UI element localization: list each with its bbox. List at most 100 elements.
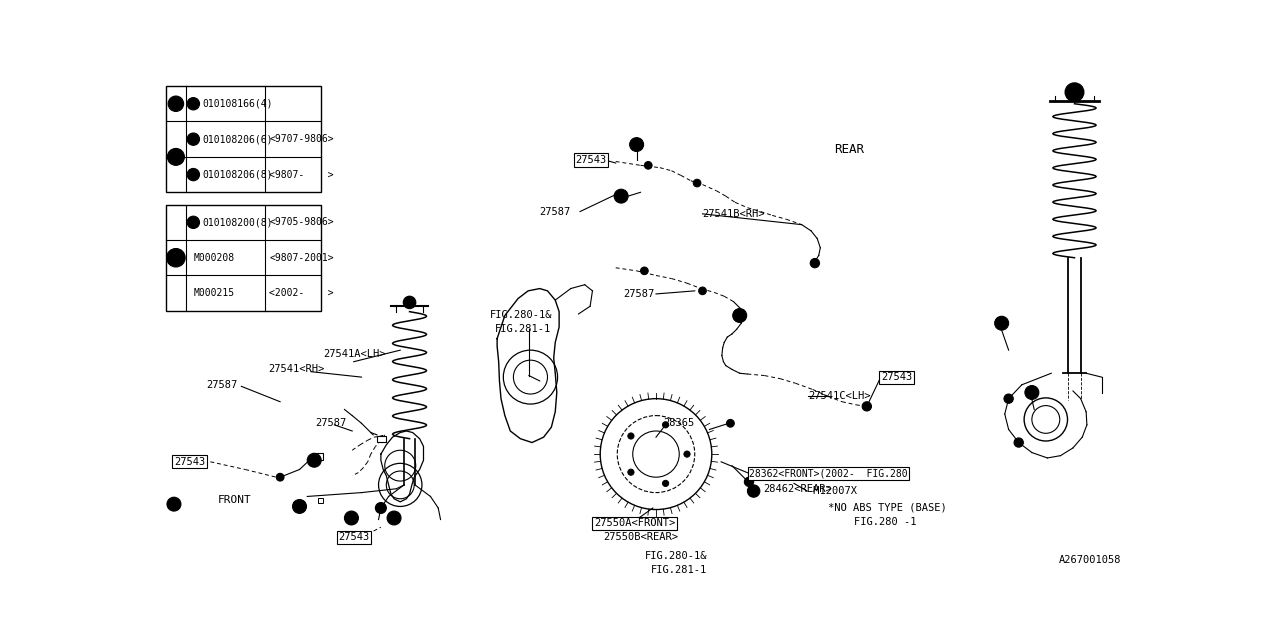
Circle shape: [684, 451, 690, 457]
Text: 27550B<REAR>: 27550B<REAR>: [603, 532, 678, 542]
Text: M000215: M000215: [193, 288, 234, 298]
Circle shape: [187, 216, 200, 228]
Text: 27541B<RH>: 27541B<RH>: [703, 209, 765, 219]
Text: FIG.281-1: FIG.281-1: [650, 564, 707, 575]
Circle shape: [307, 453, 321, 467]
Bar: [348, 513, 353, 518]
Circle shape: [663, 422, 668, 428]
Bar: [392, 512, 397, 516]
Text: 27587: 27587: [540, 207, 571, 216]
Text: 27543: 27543: [174, 457, 205, 467]
Text: B: B: [191, 218, 196, 227]
Text: FIG.281-1: FIG.281-1: [495, 324, 552, 334]
Circle shape: [640, 267, 648, 275]
Text: B: B: [191, 170, 196, 180]
Circle shape: [166, 248, 186, 267]
Text: 28362<FRONT>(2002-  FIG.280: 28362<FRONT>(2002- FIG.280: [749, 468, 908, 478]
Circle shape: [810, 259, 819, 268]
Text: B: B: [191, 134, 196, 144]
Circle shape: [344, 511, 358, 525]
Circle shape: [166, 497, 180, 511]
Text: 28462<REAR>: 28462<REAR>: [763, 484, 832, 493]
Text: A267001058: A267001058: [1059, 556, 1121, 565]
Circle shape: [387, 511, 401, 525]
Bar: [166, 86, 321, 192]
Text: 27541<RH>: 27541<RH>: [269, 364, 325, 374]
Text: 27543: 27543: [881, 372, 911, 382]
Text: FIG.280 -1: FIG.280 -1: [854, 517, 916, 527]
Circle shape: [276, 474, 284, 481]
Text: 27587: 27587: [315, 419, 347, 428]
Circle shape: [627, 433, 634, 439]
Circle shape: [403, 296, 416, 308]
Text: 27543: 27543: [338, 532, 370, 542]
Circle shape: [614, 189, 628, 203]
Text: 3: 3: [348, 513, 355, 523]
Bar: [312, 452, 323, 460]
Text: 3: 3: [173, 253, 179, 263]
Text: 3: 3: [172, 499, 177, 509]
Circle shape: [630, 138, 644, 152]
Text: 27543: 27543: [576, 155, 607, 165]
Circle shape: [663, 480, 668, 486]
Circle shape: [1070, 88, 1079, 97]
Circle shape: [168, 96, 183, 111]
Circle shape: [168, 148, 184, 165]
Text: 3: 3: [1029, 387, 1034, 397]
Circle shape: [375, 502, 387, 513]
Text: 3: 3: [998, 318, 1005, 328]
Text: -M12007X: -M12007X: [808, 486, 858, 496]
Circle shape: [1065, 83, 1084, 101]
Text: 010108166(4): 010108166(4): [202, 99, 273, 109]
Circle shape: [745, 477, 754, 486]
Circle shape: [1025, 385, 1039, 399]
Bar: [378, 436, 387, 442]
Circle shape: [863, 402, 872, 411]
Text: <9705-9806>: <9705-9806>: [269, 218, 334, 227]
Circle shape: [699, 287, 707, 294]
Text: 010108200(8): 010108200(8): [202, 218, 273, 227]
Circle shape: [293, 500, 306, 513]
Bar: [293, 502, 298, 506]
Circle shape: [187, 97, 200, 110]
Circle shape: [748, 485, 760, 497]
Circle shape: [187, 168, 200, 180]
Text: 27587: 27587: [623, 289, 654, 299]
Circle shape: [1004, 394, 1014, 403]
Text: <9807-2001>: <9807-2001>: [269, 253, 334, 263]
Text: <2002-    >: <2002- >: [269, 288, 334, 298]
Bar: [166, 205, 321, 311]
Circle shape: [694, 179, 701, 187]
Text: *NO ABS TYPE (BASE): *NO ABS TYPE (BASE): [828, 503, 947, 513]
Text: 2: 2: [618, 191, 625, 201]
Text: 3: 3: [392, 513, 397, 523]
Circle shape: [187, 133, 200, 145]
Text: 010108206(8): 010108206(8): [202, 170, 273, 180]
Text: 27587: 27587: [206, 380, 238, 390]
Text: FIG.280-1&: FIG.280-1&: [645, 551, 708, 561]
Text: FRONT: FRONT: [218, 495, 252, 506]
Text: <9707-9806>: <9707-9806>: [269, 134, 334, 144]
Circle shape: [627, 469, 634, 476]
Text: 27541C<LH>: 27541C<LH>: [808, 391, 870, 401]
Circle shape: [732, 308, 746, 323]
Text: M000208: M000208: [193, 253, 234, 263]
Text: B: B: [191, 99, 196, 109]
Text: 27541A<LH>: 27541A<LH>: [323, 349, 385, 359]
Text: 1: 1: [311, 455, 317, 465]
Text: 28365: 28365: [664, 419, 695, 428]
Text: REAR: REAR: [835, 143, 864, 156]
Circle shape: [1014, 438, 1023, 447]
Text: <9807-    >: <9807- >: [269, 170, 334, 180]
Text: 3: 3: [297, 502, 302, 511]
Text: 2: 2: [737, 310, 742, 321]
Text: 1: 1: [173, 99, 179, 109]
Text: 2: 2: [173, 152, 179, 162]
Circle shape: [278, 475, 283, 479]
Circle shape: [644, 161, 652, 169]
Circle shape: [727, 419, 735, 427]
Bar: [319, 498, 323, 502]
Text: 010108206(6): 010108206(6): [202, 134, 273, 144]
Text: 3: 3: [634, 140, 640, 150]
Circle shape: [995, 316, 1009, 330]
